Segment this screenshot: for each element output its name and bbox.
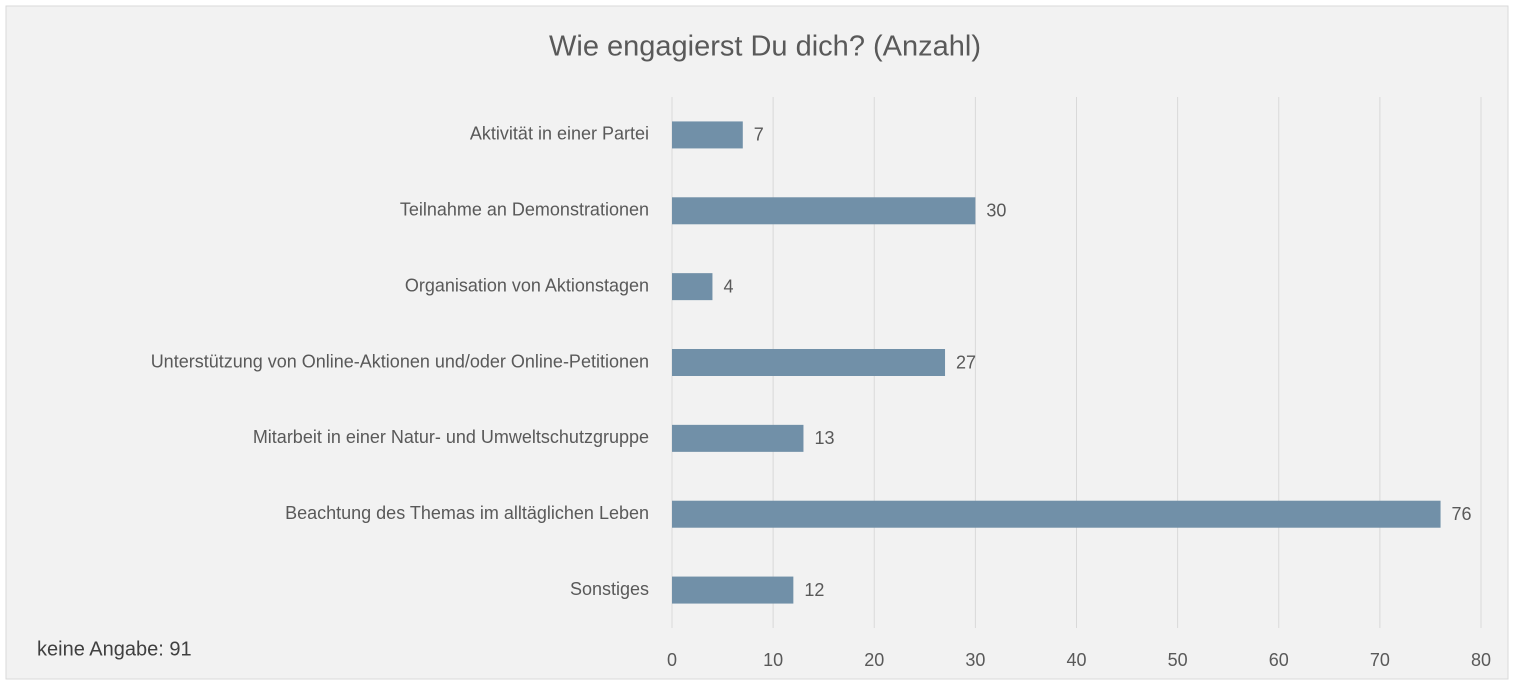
bar	[672, 424, 804, 452]
x-tick-label: 40	[1066, 650, 1086, 670]
y-tick-label: Aktivität in einer Partei	[470, 124, 649, 144]
data-label: 27	[956, 352, 976, 372]
x-tick-label: 20	[864, 650, 884, 670]
data-label: 12	[804, 580, 824, 600]
x-tick-label: 30	[965, 650, 985, 670]
chart-background	[5, 5, 1509, 680]
x-tick-label: 60	[1269, 650, 1289, 670]
bar	[672, 500, 1441, 528]
y-tick-label: Beachtung des Themas im alltäglichen Leb…	[285, 503, 649, 523]
y-tick-label: Unterstützung von Online-Aktionen und/od…	[151, 351, 649, 371]
data-label: 76	[1452, 504, 1472, 524]
chart-title: Wie engagierst Du dich? (Anzahl)	[549, 31, 981, 63]
bar	[672, 197, 976, 225]
y-tick-label: Teilnahme an Demonstrationen	[400, 200, 649, 220]
x-tick-label: 80	[1471, 650, 1491, 670]
data-label: 30	[986, 201, 1006, 221]
y-tick-label: Mitarbeit in einer Natur- und Umweltschu…	[253, 427, 649, 447]
x-tick-label: 50	[1168, 650, 1188, 670]
x-tick-label: 0	[667, 650, 677, 670]
bar	[672, 121, 743, 149]
y-tick-label: Sonstiges	[570, 579, 649, 599]
y-tick-label: Organisation von Aktionstagen	[405, 275, 649, 295]
bar	[672, 349, 946, 376]
x-tick-label: 10	[763, 650, 783, 670]
data-label: 7	[754, 125, 764, 145]
data-label: 4	[723, 276, 733, 296]
bar	[672, 576, 794, 604]
annotation: keine Angabe: 91	[37, 638, 192, 660]
bar	[672, 273, 713, 301]
x-tick-label: 70	[1370, 650, 1390, 670]
data-label: 13	[814, 428, 834, 448]
